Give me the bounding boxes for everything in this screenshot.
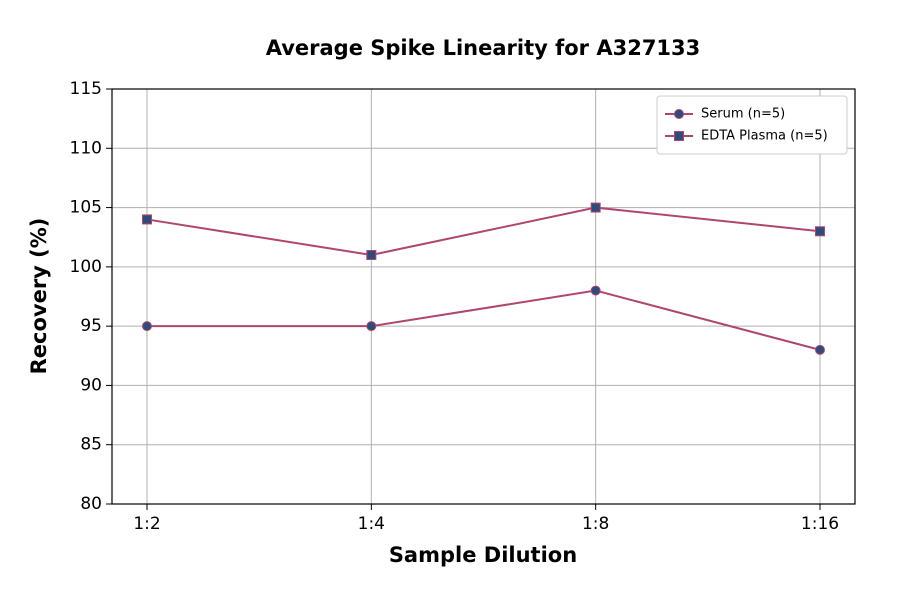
marker: [366, 250, 377, 260]
x-tick-label: 1:2: [133, 514, 160, 534]
marker: [590, 202, 601, 213]
y-tick-label: 100: [70, 257, 102, 277]
marker: [674, 109, 684, 119]
legend-label: Serum (n=5): [701, 107, 785, 122]
x-tick-label: 1:8: [582, 514, 609, 534]
y-tick-label: 90: [80, 375, 102, 395]
marker: [815, 226, 825, 237]
series-line: [146, 206, 821, 257]
y-tick-label: 80: [80, 494, 102, 514]
y-axis-label: Recovery (%): [27, 218, 51, 375]
marker: [674, 131, 684, 141]
chart-title: Average Spike Linearity for A327133: [266, 36, 701, 60]
marker: [366, 321, 377, 332]
y-tick-label: 110: [70, 138, 102, 158]
legend-box: [656, 95, 848, 155]
y-tick-label: 105: [70, 198, 102, 218]
marker: [815, 344, 825, 355]
x-axis-label: Sample Dilution: [389, 543, 577, 567]
plot-frame: [111, 88, 856, 505]
y-tick-label: 115: [70, 79, 102, 99]
y-tick-label: 95: [80, 316, 102, 336]
marker: [142, 321, 152, 332]
marker: [142, 214, 152, 225]
x-tick-label: 1:4: [358, 514, 385, 534]
x-tick-label: 1:16: [801, 514, 839, 534]
series-line: [147, 289, 821, 351]
y-tick-label: 85: [80, 435, 102, 455]
marker: [590, 285, 601, 296]
legend-label: EDTA Plasma (n=5): [701, 129, 828, 144]
